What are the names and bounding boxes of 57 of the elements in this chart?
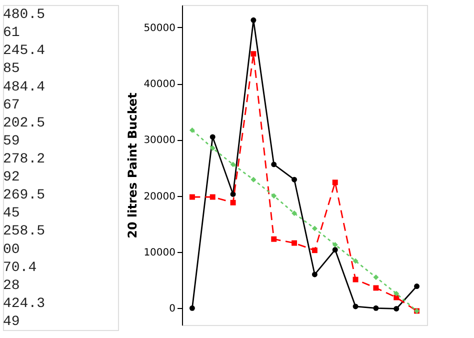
- point: [332, 180, 338, 186]
- point: [312, 226, 318, 232]
- point: [332, 247, 338, 253]
- text: 70.4: [3, 260, 37, 276]
- y-axis-title: 20 litres Paint Bucket: [126, 92, 140, 238]
- text: 61: [3, 25, 20, 42]
- point: [210, 145, 216, 151]
- text: 92: [3, 170, 20, 186]
- point: [373, 285, 379, 291]
- point: [210, 134, 216, 140]
- point: [189, 194, 195, 200]
- text: 278.2: [3, 151, 46, 168]
- point: [271, 162, 277, 168]
- text: 258.5: [3, 224, 46, 240]
- text: 45: [3, 206, 20, 222]
- point: [394, 290, 400, 296]
- point: [250, 51, 256, 57]
- point: [352, 276, 358, 282]
- point: [292, 210, 298, 216]
- text: 67: [3, 97, 20, 114]
- point: [292, 176, 298, 182]
- text: 269.5: [3, 188, 46, 204]
- y-tick-label: 0: [169, 304, 176, 315]
- point: [189, 127, 195, 133]
- point: [210, 194, 216, 200]
- y-tick-label: 50000: [144, 22, 176, 34]
- text: 245.4: [3, 43, 46, 60]
- point: [230, 200, 236, 206]
- text: 480.5: [3, 7, 46, 24]
- y-tick-label: 20000: [144, 191, 176, 202]
- point: [352, 258, 358, 264]
- y-tick-label: 30000: [144, 135, 176, 146]
- point: [230, 162, 236, 168]
- text: 28: [3, 278, 20, 294]
- text: 424.3: [3, 296, 46, 312]
- point: [271, 236, 277, 242]
- y-tick-label: 40000: [144, 79, 176, 90]
- point: [312, 272, 318, 278]
- point: [271, 193, 277, 199]
- text: 49: [3, 314, 20, 330]
- point: [312, 248, 318, 254]
- point: [292, 240, 298, 246]
- text: 59: [3, 133, 20, 150]
- point: [414, 284, 420, 289]
- point: [373, 274, 379, 280]
- text: 00: [3, 242, 20, 258]
- text: 484.4: [3, 79, 46, 96]
- text: 85: [3, 61, 20, 78]
- point: [394, 306, 400, 312]
- y-tick-label: 10000: [144, 248, 176, 259]
- point: [373, 305, 379, 311]
- point: [352, 304, 358, 310]
- point: [189, 305, 195, 311]
- point: [250, 17, 256, 23]
- point: [250, 176, 256, 182]
- text: 202.5: [3, 115, 46, 132]
- point: [332, 242, 338, 248]
